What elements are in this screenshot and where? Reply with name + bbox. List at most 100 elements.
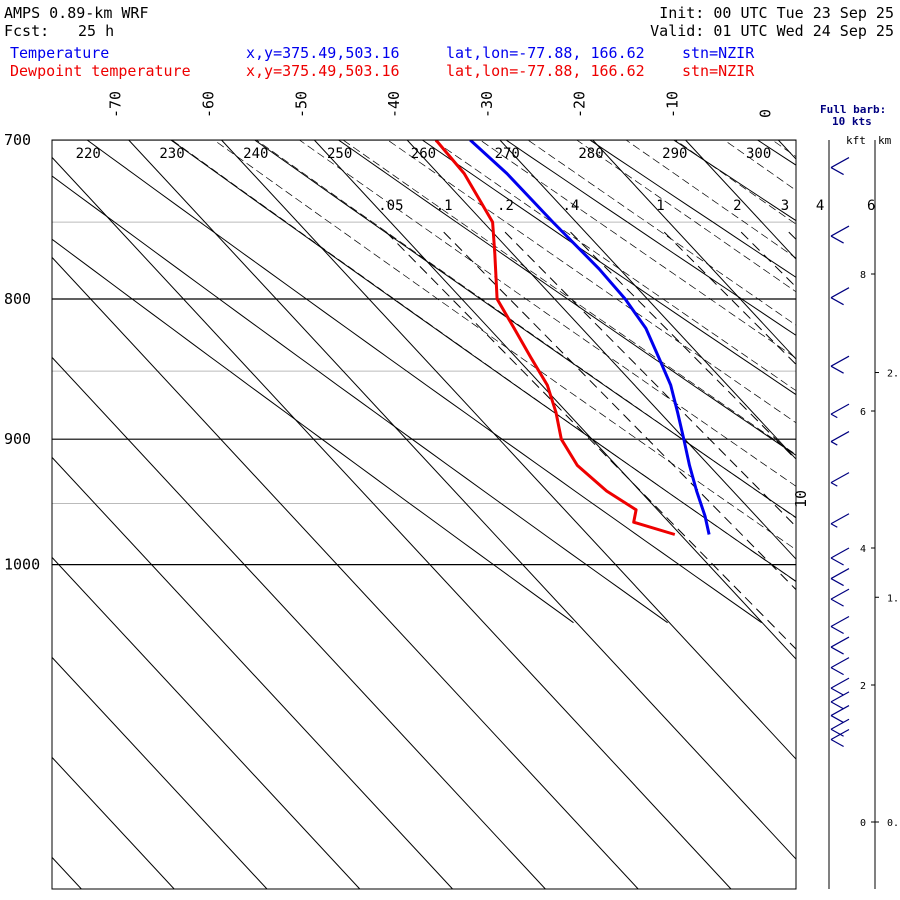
km-label: km <box>878 134 892 147</box>
temp-axis-label: -40 <box>385 91 403 118</box>
kft-label: kft <box>846 134 866 147</box>
pressure-label: 900 <box>4 430 31 448</box>
full-barb-label: Full barb: <box>820 103 886 116</box>
wind-barb-shaft <box>830 636 850 648</box>
wind-barb-shaft <box>830 355 850 367</box>
isotherm <box>128 140 796 860</box>
wind-barb-shaft <box>830 157 850 169</box>
temperature-line <box>469 140 711 535</box>
wind-barb-flag <box>830 701 844 710</box>
mixing-ratio-line <box>443 231 796 591</box>
theta-label: 300 <box>746 146 771 162</box>
isotherm <box>221 140 796 760</box>
wind-barb-shaft <box>830 403 850 415</box>
wind-barb <box>830 657 850 676</box>
mixing-ratio-line <box>875 232 900 889</box>
wind-barb-shaft <box>830 705 850 717</box>
kft-tick-label: 6 <box>860 407 866 418</box>
theta-label: 290 <box>662 146 687 162</box>
wind-barb-flag <box>830 441 838 446</box>
isotherm <box>52 356 546 889</box>
mixing-ratio-label: .2 <box>497 198 514 214</box>
km-tick-label: 2. <box>887 369 899 380</box>
kft-tick-label: 8 <box>860 270 866 281</box>
side-label: 10 <box>792 490 810 508</box>
isotherm <box>685 140 796 260</box>
theta-label: 260 <box>411 146 436 162</box>
wind-barb-flag <box>830 739 844 748</box>
mixing-ratio-line <box>385 231 796 650</box>
wind-barb-flag <box>830 728 844 737</box>
legend-temperature-stn: stn=NZIR <box>682 44 755 62</box>
pressure-label: 1000 <box>4 556 40 574</box>
wind-barb-flag <box>830 715 844 724</box>
mixing-ratio-label: 3 <box>781 198 789 214</box>
wind-barb <box>830 588 850 607</box>
legend-temperature-name: Temperature <box>10 44 110 62</box>
moist-adiabat <box>674 140 796 225</box>
wind-barb-flag <box>830 646 844 655</box>
theta-label: 220 <box>76 146 101 162</box>
legend-dewpoint-latlon: lat,lon=-77.88, 166.62 <box>446 62 645 80</box>
wind-barb <box>830 615 850 635</box>
theta-label: 280 <box>578 146 603 162</box>
wind-barb-shaft <box>830 472 850 484</box>
wind-barb-flag <box>830 413 838 419</box>
moist-adiabat <box>625 140 796 259</box>
mixing-ratio-line <box>740 231 796 288</box>
isotherm <box>499 140 796 460</box>
plot-frame <box>51 139 797 890</box>
wind-barb-shaft <box>830 287 850 299</box>
wind-barb <box>830 287 850 306</box>
mixing-ratio-line <box>570 231 796 461</box>
isotherm <box>777 140 796 160</box>
temp-axis-label: -20 <box>571 91 589 118</box>
wind-barb-shaft <box>830 568 850 580</box>
dry-adiabat <box>52 175 668 624</box>
model-title: AMPS 0.89-km WRF <box>4 4 149 22</box>
wind-barb <box>830 729 850 748</box>
wind-barb <box>830 677 850 696</box>
dry-adiabat <box>86 140 762 624</box>
isotherm <box>52 656 268 889</box>
theta-label: 270 <box>495 146 520 162</box>
temp-axis-label: -70 <box>107 91 125 118</box>
wind-barb <box>830 718 850 737</box>
init-time: Init: 00 UTC Tue 23 Sep 25 <box>659 4 894 22</box>
wind-barb-flag <box>830 557 844 566</box>
legend-dewpoint-xy: x,y=375.49,503.16 <box>246 62 400 80</box>
wind-barb-shaft <box>830 657 850 669</box>
pressure-label: 700 <box>4 131 31 149</box>
temp-axis-label: 0 <box>756 109 774 118</box>
wind-barb <box>830 403 850 419</box>
wind-barb-flag <box>830 687 844 696</box>
wind-barb-flag <box>830 625 844 635</box>
dry-adiabat <box>505 140 796 336</box>
pressure-label: 800 <box>4 290 31 308</box>
moist-adiabat <box>342 140 796 456</box>
legend-temperature-xy: x,y=375.49,503.16 <box>246 44 400 62</box>
temp-axis-label: -60 <box>200 91 218 118</box>
moist-adiabat <box>479 140 796 359</box>
wind-barb-flag <box>830 167 844 176</box>
wind-barb-flag <box>830 365 844 374</box>
kft-tick-label: 2 <box>860 681 866 692</box>
mixing-ratio-label: 2 <box>733 198 741 214</box>
isotherm <box>52 456 453 889</box>
wind-barb-shaft <box>830 225 850 237</box>
wind-barb <box>830 355 850 374</box>
legend-dewpoint-name: Dewpoint temperature <box>10 62 191 80</box>
forecast-label: Fcst: <box>4 22 50 40</box>
dry-adiabat <box>52 238 574 624</box>
wind-barb <box>830 513 850 528</box>
mixing-ratio-line <box>504 231 796 528</box>
temp-axis-label: -50 <box>292 91 310 118</box>
wind-barb-flag <box>830 523 838 528</box>
wind-barb <box>830 691 850 710</box>
dry-adiabat <box>421 140 796 396</box>
wind-barb-shaft <box>830 588 850 600</box>
isotherm <box>52 256 639 889</box>
isotherm <box>313 140 796 660</box>
mixing-ratio-label: .4 <box>563 198 580 214</box>
theta-label: 240 <box>243 146 268 162</box>
